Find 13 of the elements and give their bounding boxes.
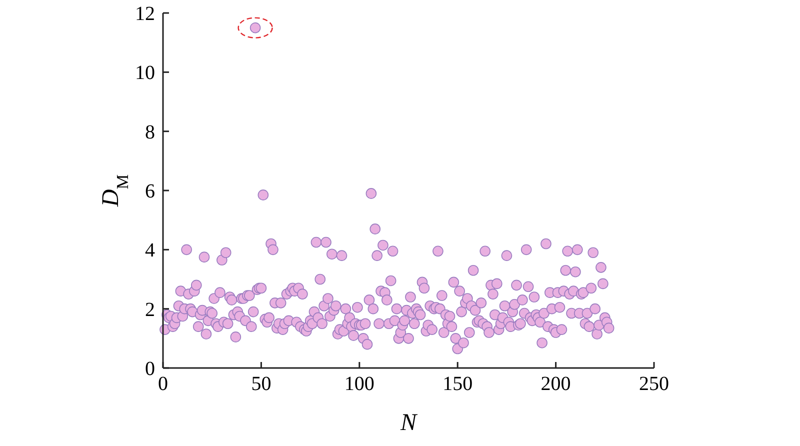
x-tick-label: 100 xyxy=(344,373,374,395)
x-axis-title: N xyxy=(399,410,418,436)
y-tick-label: 2 xyxy=(145,298,155,321)
x-tick-label: 150 xyxy=(442,373,473,395)
y-tick-label: 0 xyxy=(145,358,155,380)
y-tick-label: 6 xyxy=(145,180,155,202)
y-tick-label: 8 xyxy=(145,121,155,144)
y-tick-label: 12 xyxy=(135,3,155,25)
y-tick-label: 4 xyxy=(145,240,155,262)
x-tick-label: 200 xyxy=(540,373,571,395)
y-tick-label: 10 xyxy=(135,62,155,84)
x-tick-label: 50 xyxy=(251,373,272,395)
x-tick-label: 250 xyxy=(639,373,669,395)
